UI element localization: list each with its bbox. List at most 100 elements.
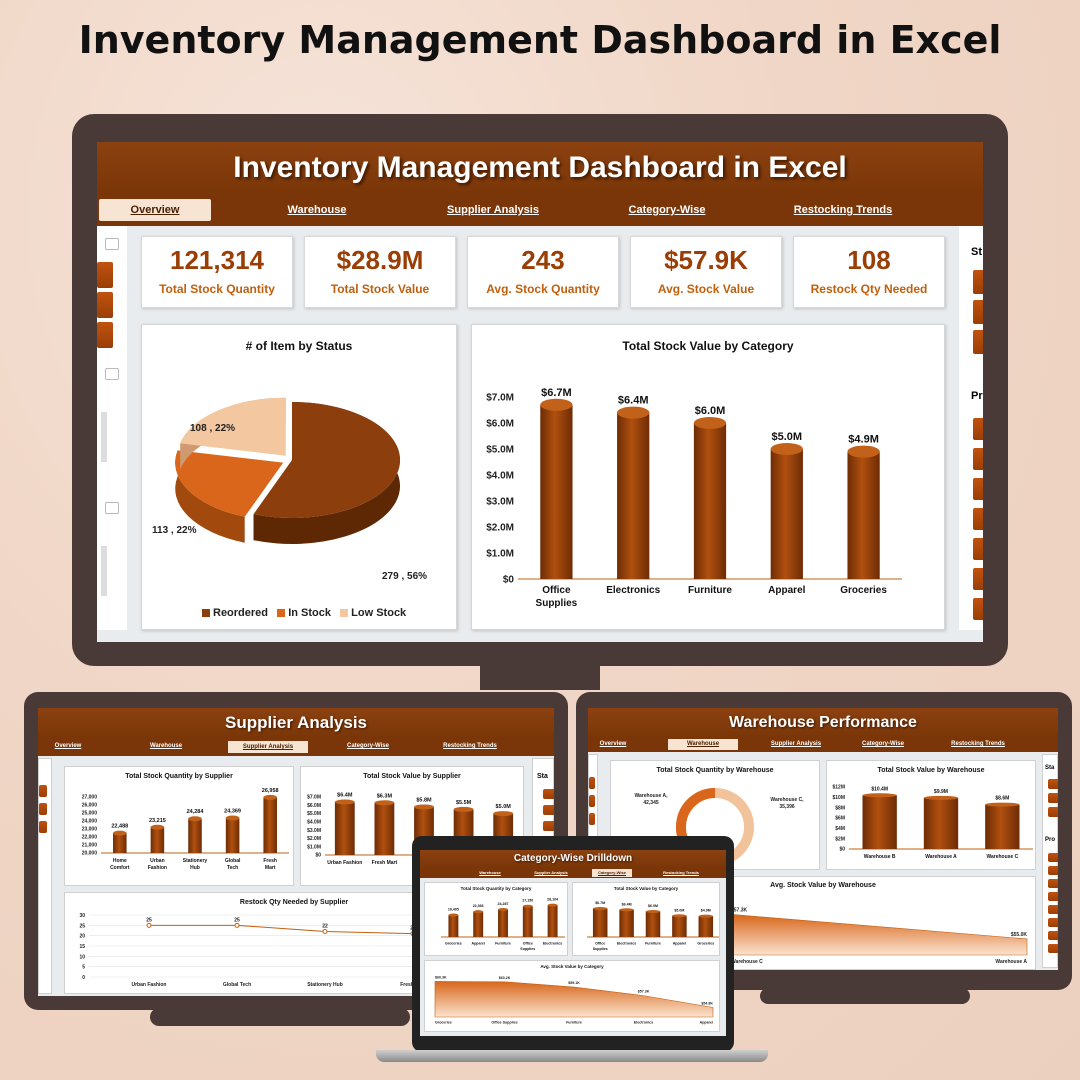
series-line (149, 924, 414, 935)
bar-cap (263, 794, 277, 800)
tab-overview[interactable]: Overview (599, 741, 627, 747)
slicer-button[interactable] (1048, 931, 1058, 940)
stock-value-by-category-chart: Total Stock Value by Category $0 $1.0M $2.… (471, 324, 945, 630)
slicer-button[interactable] (973, 418, 983, 440)
slicer-button[interactable] (543, 789, 554, 799)
y-tick-label: $0 (503, 574, 515, 585)
supplier-analysis-screen: Supplier Analysis Overview Warehouse Sup… (38, 708, 554, 996)
status-pie-chart: 279 , 56% 113 , 22% 108 , 22% (152, 397, 427, 582)
tab-restocking-trends[interactable]: Restocking Trends (793, 204, 893, 216)
slicer-button[interactable] (1048, 905, 1058, 914)
slicer-button[interactable] (1048, 879, 1058, 888)
pie-slice (253, 402, 400, 518)
bar (698, 916, 714, 937)
slicer-heading: Pr (971, 390, 983, 402)
slicer-button[interactable] (973, 568, 983, 590)
data-label: $4.9M (701, 909, 711, 913)
y-tick-label: 10 (79, 954, 85, 960)
tab-restocking-trends[interactable]: Restocking Trends (443, 743, 497, 749)
tab-supplier-analysis[interactable]: Supplier Analysis (447, 204, 539, 216)
tab-supplier-analysis[interactable]: Supplier Analysis (770, 741, 822, 747)
slicer-button[interactable] (973, 270, 983, 294)
slicer-button[interactable] (973, 538, 983, 560)
value-by-category-mini-chart: Total Stock Value by Category $6.7M Offic… (572, 882, 720, 956)
tab-warehouse[interactable]: Warehouse (479, 870, 501, 875)
slicer-button[interactable] (97, 292, 113, 318)
category-qty-bar-chart: 19,405 Groceries 22,366 Apparel 24,287 Furnit… (441, 898, 565, 951)
bar (448, 915, 459, 937)
slicer-button[interactable] (973, 448, 983, 470)
y-tick-label: $0 (839, 847, 845, 853)
clear-filter-icon[interactable] (105, 238, 119, 250)
tab-category-wise[interactable]: Category-Wise (862, 741, 904, 747)
tab-supplier-analysis[interactable]: Supplier Analysis (534, 870, 568, 875)
slicer-button[interactable] (543, 805, 554, 815)
slice-label: 279 , 56% (382, 571, 427, 582)
slicer-button[interactable] (1048, 793, 1058, 803)
slicer-button[interactable] (1048, 918, 1058, 927)
tab-warehouse[interactable]: Warehouse (149, 743, 183, 749)
slicer-button[interactable] (1048, 853, 1058, 862)
slicer-heading: St (971, 246, 982, 258)
data-label: $5.0M (674, 908, 684, 912)
clear-filter-icon[interactable] (105, 502, 119, 514)
tab-category-wise[interactable]: Category-Wise (592, 869, 632, 877)
slicer-button[interactable] (1048, 807, 1058, 817)
slicer-button[interactable] (589, 777, 595, 789)
supplier-nav-bar: Overview Warehouse Supplier Analysis Cat… (38, 738, 554, 756)
slicer-button[interactable] (39, 821, 47, 833)
bar (225, 818, 240, 853)
data-point (322, 929, 328, 935)
clear-filter-icon[interactable] (105, 368, 119, 380)
slicer-button[interactable] (97, 322, 113, 348)
scrollbar[interactable] (101, 546, 107, 596)
y-tick-label: 0 (82, 975, 85, 981)
kpi-value: 121,314 (170, 245, 264, 275)
slicer-button[interactable] (973, 508, 983, 530)
tab-warehouse[interactable]: Warehouse (287, 204, 347, 216)
slicer-button[interactable] (1048, 892, 1058, 901)
slicer-button[interactable] (1048, 944, 1058, 953)
bar-cap (617, 406, 650, 419)
y-tick-label: $3.0M (307, 828, 321, 834)
tab-supplier-analysis[interactable]: Supplier Analysis (228, 741, 308, 753)
slicer-button[interactable] (1048, 779, 1058, 789)
tab-category-wise[interactable]: Category-Wise (347, 743, 389, 749)
slicer-button[interactable] (973, 330, 983, 354)
y-tick-label: $7.0M (486, 392, 514, 403)
slicer-button[interactable] (97, 262, 113, 288)
slicer-button[interactable] (973, 478, 983, 500)
bar-cap (225, 815, 240, 821)
bar (770, 449, 803, 579)
slicer-button[interactable] (973, 598, 983, 620)
slicer-button[interactable] (39, 803, 47, 815)
slicer-button[interactable] (543, 821, 554, 831)
slicer-button[interactable] (589, 795, 595, 807)
tab-overview[interactable]: Overview (99, 199, 211, 221)
kpi-avg-stock-quantity: 243 Avg. Stock Quantity (467, 236, 619, 308)
slicer-button[interactable] (973, 300, 983, 324)
data-label: 24,369 (224, 809, 241, 815)
bar-cap (693, 417, 727, 429)
slicer-button[interactable] (1048, 866, 1058, 875)
x-tick-label: Apparel (768, 585, 805, 596)
x-tick-label: Office (523, 942, 533, 946)
bar (617, 412, 650, 579)
tab-restocking-trends[interactable]: Restocking Trends (951, 741, 1005, 747)
data-label: $57.3K (638, 990, 650, 994)
tab-overview[interactable]: Overview (54, 743, 82, 749)
bar (113, 833, 127, 853)
tab-category-wise[interactable]: Category-Wise (628, 204, 706, 216)
slicer-heading: Sta (537, 773, 548, 780)
chart-title: Restock Qty Needed by Supplier (239, 899, 349, 906)
x-tick-label: Office (595, 942, 605, 946)
chart-title: Total Stock Quantity by Supplier (125, 773, 233, 780)
slicer-button[interactable] (39, 785, 47, 797)
slicer-button[interactable] (589, 813, 595, 825)
tab-restocking-trends[interactable]: Restocking Trends (663, 870, 699, 875)
tab-warehouse[interactable]: Warehouse (668, 739, 738, 750)
y-tick-label: $12M (832, 785, 845, 791)
data-label: $55.0K (1011, 932, 1028, 938)
scrollbar[interactable] (101, 412, 107, 462)
data-label: 19,405 (448, 908, 459, 912)
